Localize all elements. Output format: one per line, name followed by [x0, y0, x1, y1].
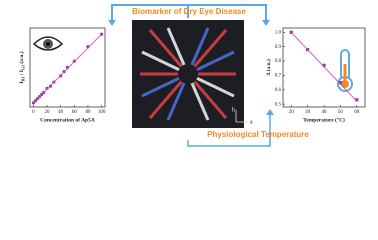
fit-line [290, 31, 358, 102]
arrow-head [266, 109, 274, 115]
axis-a: a [250, 119, 253, 125]
x-tick-label: 40 [58, 110, 64, 115]
x-tick-label: 60 [354, 110, 360, 115]
x-tick-label: 0 [32, 110, 35, 115]
x-tick-label: 80 [85, 110, 91, 115]
point [338, 80, 342, 85]
y-tick-label: 0.8 [275, 59, 282, 64]
x-tick-label: 60 [72, 110, 78, 115]
y-label-part: R1 [20, 77, 25, 82]
x-tick-label: 40 [322, 110, 328, 115]
y-label-part: G1 [20, 65, 25, 70]
thermometer-icon [337, 49, 353, 92]
y-label-part: (a.u.) [18, 51, 25, 65]
point [45, 86, 49, 90]
x-axis-label: Temperature (°C) [303, 116, 345, 123]
y-label-part: / I [19, 70, 25, 76]
x-tick-label: 20 [289, 110, 295, 115]
x-axis-label: Concentration of Ap5A [40, 117, 95, 123]
top-title: Biomarker of Dry Eye Disease [132, 7, 246, 16]
eye-icon [32, 36, 64, 51]
plot-frame [282, 27, 366, 108]
x-tick-label: 50 [338, 110, 344, 115]
x-tick-label: 30 [305, 110, 311, 115]
y-tick-label: 0.5 [275, 102, 282, 107]
x-tick-label: 100 [98, 110, 106, 115]
graphical-abstract: Biomarker of Dry Eye Disease Physiologic… [18, 4, 366, 147]
bottom-title: Physiological Temperature [207, 130, 309, 139]
y-axis-label: Δ (a.u.) [265, 59, 272, 76]
point [322, 63, 326, 67]
point [355, 98, 359, 102]
y-axis-label: IR1 / IG1 (a.u.) [18, 51, 25, 83]
axis-b: b [232, 107, 235, 113]
fit-line [33, 33, 102, 104]
crystal-structure [132, 20, 248, 128]
plot-frame [29, 27, 106, 108]
y-label-part: I [19, 81, 25, 83]
bottom-connector [187, 112, 271, 147]
x-tick-label: 20 [45, 110, 51, 115]
y-tick-label: 0.7 [275, 74, 282, 79]
y-tick-label: 0.6 [275, 88, 282, 93]
y-tick-label: 1.0 [275, 30, 282, 35]
y-tick-label: 0.9 [275, 45, 282, 50]
y-label-part: Δ (a.u.) [265, 59, 272, 76]
